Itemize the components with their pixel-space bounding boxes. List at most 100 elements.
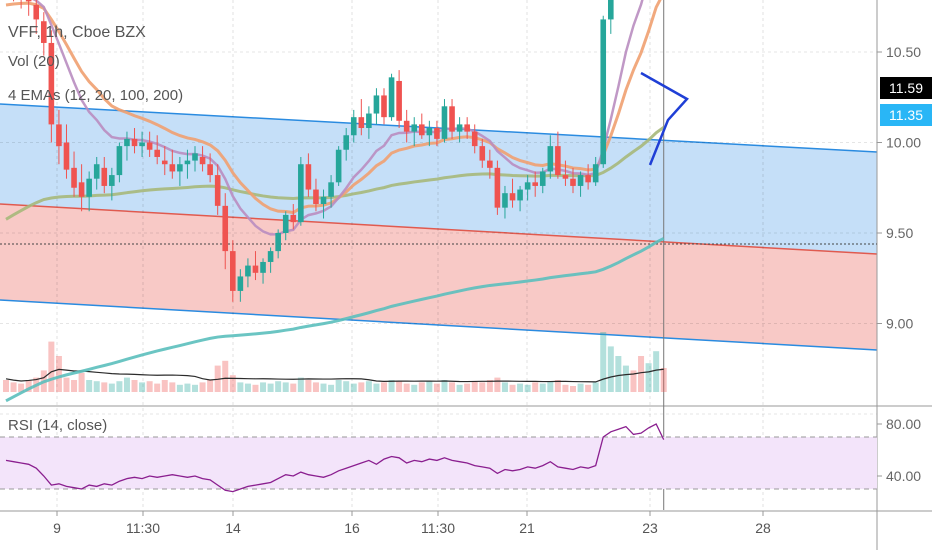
rsi-tick-label: 40.00 [886, 468, 921, 484]
channel-lower-line [0, 299, 878, 351]
candle-body [328, 182, 334, 197]
volume-bar [328, 384, 335, 392]
volume-bar [585, 384, 592, 392]
volume-legend: Vol (20) [8, 53, 60, 70]
volume-bar [638, 356, 645, 392]
candle-body [577, 175, 584, 186]
price-axis[interactable]: 9.00 9.50 10.00 10.50 40.00 80.00 [877, 44, 921, 484]
volume-bar [305, 380, 312, 392]
candle-body [532, 182, 538, 186]
volume-bar [108, 383, 115, 392]
candle-body [124, 138, 130, 147]
candle-body [411, 124, 418, 132]
time-tick-label: 23 [642, 520, 658, 536]
candle-body [479, 146, 486, 161]
candle-body [230, 251, 236, 291]
price-tick-label: 9.50 [886, 225, 913, 241]
volume-bar [10, 382, 17, 392]
volume-bar [176, 384, 183, 392]
volume-bar [25, 380, 32, 392]
candle-body [350, 117, 357, 136]
candle-body [139, 142, 145, 147]
candle-body [109, 175, 115, 186]
candle-body [63, 142, 70, 170]
candle-body [494, 167, 501, 208]
volume-bar [479, 382, 486, 392]
volume-bar [645, 363, 652, 392]
price-tick-label: 9.00 [886, 316, 913, 332]
time-tick-label: 9 [53, 520, 61, 536]
volume-bar [562, 384, 569, 392]
volume-bar [101, 382, 108, 392]
volume-bar [358, 382, 365, 392]
candle-body [56, 124, 62, 147]
volume-bar [116, 381, 123, 392]
volume-bar [517, 383, 524, 392]
volume-bar [229, 375, 236, 392]
last-price-value: 11.59 [889, 80, 923, 96]
time-tick-label: 11:30 [421, 520, 455, 536]
price-tick-label: 10.00 [886, 135, 921, 151]
volume-bar [123, 377, 130, 392]
candle-body [419, 124, 425, 136]
candle-body [403, 120, 410, 132]
lower-channel-fill [0, 204, 877, 350]
candle-body [260, 261, 266, 273]
candle-body [169, 164, 176, 172]
volume-bar [433, 383, 440, 392]
candle-body [555, 146, 561, 176]
volume-ma-line [5, 368, 664, 383]
volume-bar [139, 382, 146, 392]
volume-bar [411, 384, 418, 392]
ema-line-4 [32, 0, 644, 236]
rsi-tick-label: 80.00 [886, 416, 921, 432]
channel-mid-line [0, 203, 878, 255]
volume-bar [282, 382, 289, 392]
ema-line-2 [5, 126, 665, 221]
volume-bar [600, 332, 607, 392]
candle-body [335, 149, 342, 183]
volume-bar [192, 384, 198, 392]
candle-body [86, 178, 92, 197]
candle-body [245, 265, 251, 277]
candle-body [373, 95, 380, 114]
volume-bar [660, 368, 667, 392]
price-tick-label: 10.50 [886, 44, 921, 60]
volume-bar [494, 377, 501, 392]
volume-bar [449, 382, 456, 392]
candle-body [25, 0, 32, 2]
volume-bar [169, 382, 176, 392]
volume-bar [244, 383, 251, 392]
volume-bar [471, 381, 478, 392]
volume-bar [290, 383, 297, 392]
volume-bar [93, 381, 100, 392]
last-price-badge: 11.59 [880, 77, 932, 99]
candle-body [343, 135, 349, 150]
time-axis[interactable]: 9 11:30 14 16 11:30 21 23 28 [53, 511, 771, 536]
volume-bar [78, 372, 85, 392]
candle-body [456, 124, 463, 132]
volume-bar [577, 383, 584, 392]
candle-body [78, 182, 85, 197]
candle-body [177, 164, 183, 172]
volume-bar [63, 377, 70, 392]
volume-bar [426, 381, 433, 392]
candle-body [207, 164, 213, 176]
volume-bar [131, 380, 138, 392]
volume-bar [71, 380, 78, 392]
candle-body [298, 164, 304, 223]
volume-bar [554, 380, 561, 392]
candle-body [275, 233, 281, 252]
rsi-line [5, 423, 665, 493]
candles[interactable] [3, 0, 689, 302]
time-tick-label: 21 [519, 520, 535, 536]
volume-bar [252, 384, 259, 392]
candle-body [222, 205, 229, 252]
candle-body [146, 142, 153, 150]
candle-body [388, 77, 395, 118]
candle-body [237, 276, 244, 291]
candle-body [487, 160, 493, 168]
candle-body [184, 160, 191, 165]
candle-body [252, 265, 259, 273]
